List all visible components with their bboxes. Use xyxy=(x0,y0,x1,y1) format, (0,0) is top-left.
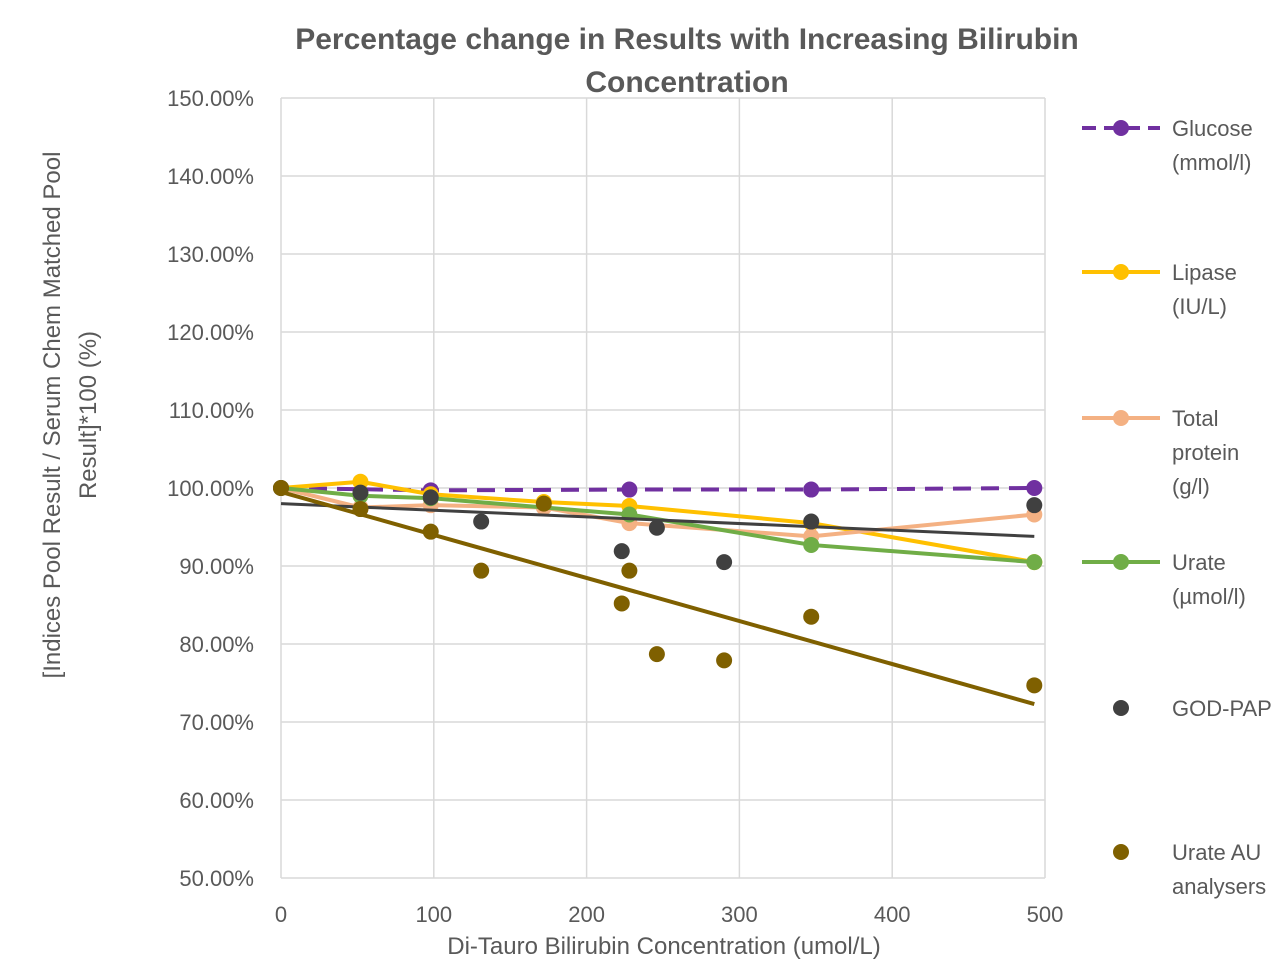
axis-ticks: 50.00% 60.00% 70.00% 80.00% 90.00% 100.00% 110… xyxy=(167,86,1063,927)
y-tick-label: 150.00% xyxy=(167,86,254,111)
glucose-mmol-l-point xyxy=(1026,480,1043,496)
legend-god-pap-label: GOD-PAP xyxy=(1172,696,1272,721)
urate-au-analysers-point xyxy=(648,646,665,663)
glucose-mmol-l-point xyxy=(621,481,638,498)
god-pap-point xyxy=(422,489,439,506)
urate-au-analysers-point xyxy=(803,608,820,625)
x-tick-label: 300 xyxy=(721,902,758,927)
urate-au-analysers-point xyxy=(352,501,369,518)
legend-urate-au-analysers-marker xyxy=(1113,844,1129,860)
god-pap-point xyxy=(613,543,630,560)
y-tick-label: 110.00% xyxy=(169,398,254,423)
urate-au-analysers-point xyxy=(1026,677,1043,694)
plot-area xyxy=(273,473,1043,706)
y-axis-label-line2: Result]*100 (%) xyxy=(75,331,102,499)
urate-mol-l-point xyxy=(803,536,820,553)
x-tick-label: 0 xyxy=(275,902,287,927)
legend: Glucose (mmol/l) Lipase (IU/L) Total protein (… xyxy=(1082,116,1272,899)
y-tick-label: 140.00% xyxy=(167,164,254,189)
urate-au-analysers-trendline xyxy=(280,489,1035,706)
y-tick-label: 60.00% xyxy=(179,788,254,813)
y-tick-label: 130.00% xyxy=(167,242,254,267)
chart-title-line1: Percentage change in Results with Increa… xyxy=(295,23,1079,56)
x-tick-label: 500 xyxy=(1027,902,1064,927)
legend-total-protein-g-l-label: Total xyxy=(1172,406,1218,431)
x-tick-label: 400 xyxy=(874,902,911,927)
legend-lipase-iu-l-marker xyxy=(1113,264,1129,280)
y-tick-label: 80.00% xyxy=(179,632,254,657)
god-pap-point xyxy=(803,513,820,530)
urate-au-analysers-point xyxy=(716,652,733,669)
legend-total-protein-g-l-label: protein xyxy=(1172,440,1239,465)
urate-mol-l-series-line xyxy=(280,486,1035,565)
god-pap-point xyxy=(352,484,369,501)
legend-urate-mol-l-label: (µmol/l) xyxy=(1172,584,1246,609)
y-axis-label-line1: [Indices Pool Result / Serum Chem Matche… xyxy=(39,152,66,679)
x-tick-label: 200 xyxy=(568,902,605,927)
legend-god-pap-marker xyxy=(1113,700,1129,716)
y-tick-label: 120.00% xyxy=(167,320,254,345)
urate-au-analysers-point xyxy=(621,562,638,579)
urate-mol-l-point xyxy=(1026,554,1043,571)
legend-glucose-mmol-l-marker xyxy=(1113,120,1129,136)
legend-lipase-iu-l-label: (IU/L) xyxy=(1172,294,1227,319)
urate-au-analysers-point xyxy=(535,495,552,512)
legend-urate-mol-l-label: Urate xyxy=(1172,550,1226,575)
x-tick-label: 100 xyxy=(415,902,452,927)
legend-total-protein-g-l-marker xyxy=(1113,410,1129,426)
legend-total-protein-g-l-label: (g/l) xyxy=(1172,474,1210,499)
urate-au-analysers-point xyxy=(273,480,289,496)
y-tick-label: 70.00% xyxy=(179,710,254,735)
god-pap-point xyxy=(1026,497,1043,514)
chart-title-line2: Concentration xyxy=(585,66,788,99)
legend-urate-au-analysers-label: analysers xyxy=(1172,874,1266,899)
god-pap-point xyxy=(716,554,733,571)
legend-glucose-mmol-l-label: (mmol/l) xyxy=(1172,150,1251,175)
urate-au-analysers-point xyxy=(422,523,439,540)
god-pap-point xyxy=(648,519,665,536)
god-pap-point xyxy=(473,513,490,530)
urate-au-analysers-point xyxy=(613,595,630,612)
urate-au-analysers-point xyxy=(473,562,490,579)
glucose-mmol-l-point xyxy=(803,481,820,498)
x-axis-label: Di-Tauro Bilirubin Concentration (umol/L… xyxy=(447,933,881,960)
legend-lipase-iu-l-label: Lipase xyxy=(1172,260,1237,285)
legend-urate-mol-l-marker xyxy=(1113,554,1129,570)
y-tick-label: 50.00% xyxy=(179,866,254,891)
legend-glucose-mmol-l-label: Glucose xyxy=(1172,116,1253,141)
legend-urate-au-analysers-label: Urate AU xyxy=(1172,840,1261,865)
y-tick-label: 100.00% xyxy=(167,476,254,501)
y-tick-label: 90.00% xyxy=(179,554,254,579)
